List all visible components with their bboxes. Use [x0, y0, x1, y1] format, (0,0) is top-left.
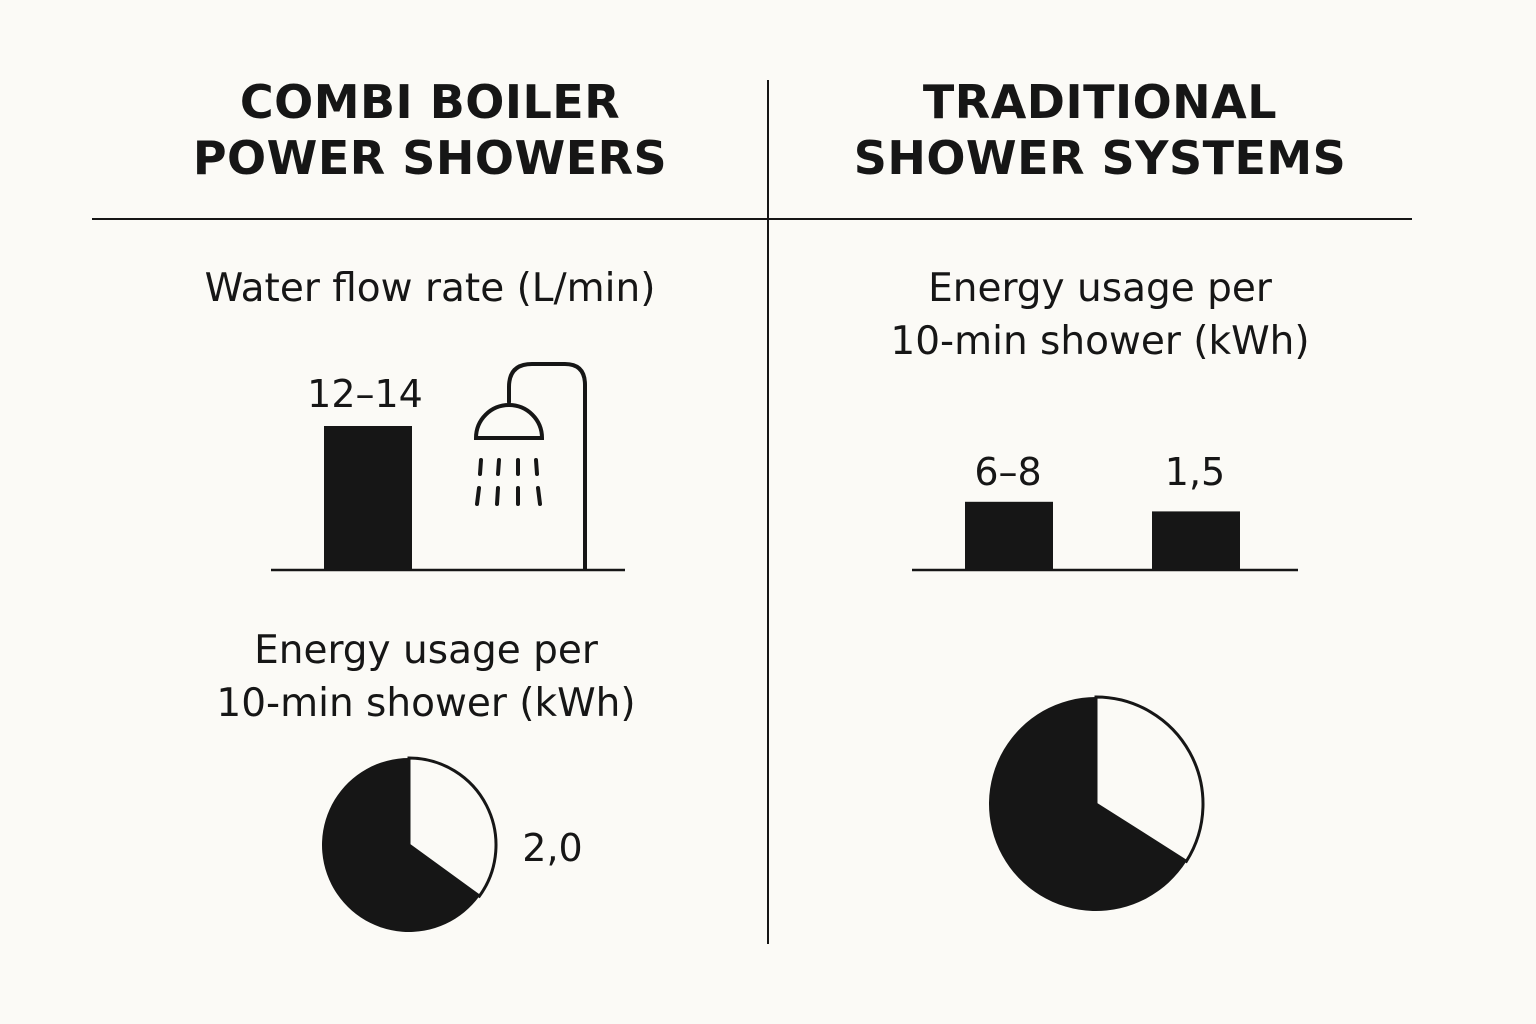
shower-icon	[473, 362, 587, 571]
left-heading: COMBI BOILER POWER SHOWERS	[130, 74, 730, 186]
right-energy-chart	[912, 501, 1298, 572]
flow-rate-chart	[271, 426, 625, 572]
left-energy-label-line1: Energy usage per	[254, 628, 598, 673]
energy-bar-2	[1152, 511, 1240, 569]
left-pie-value-label: 2,0	[522, 826, 583, 870]
right-heading-line2: SHOWER SYSTEMS	[853, 131, 1347, 185]
left-heading-line1: COMBI BOILER	[239, 75, 621, 129]
right-pie-slice-light	[1094, 695, 1205, 864]
left-energy-pie	[322, 756, 498, 932]
energy-bar-1	[965, 501, 1053, 569]
flow-bar-1	[324, 426, 412, 569]
right-bar2-value-label: 1,5	[1164, 450, 1226, 494]
right-heading-line1: TRADITIONAL	[922, 75, 1278, 129]
right-energy-pie	[989, 695, 1205, 911]
right-bar1-value-label: 6–8	[974, 450, 1042, 494]
right-heading: TRADITIONAL SHOWER SYSTEMS	[800, 74, 1400, 186]
right-energy-label-line2: 10-min shower (kWh)	[890, 319, 1310, 364]
right-energy-label-line1: Energy usage per	[928, 266, 1272, 311]
left-pie-slice-light	[407, 756, 498, 899]
left-energy-label: Energy usage per 10-min shower (kWh)	[126, 624, 726, 730]
left-energy-label-line2: 10-min shower (kWh)	[216, 681, 636, 726]
flow-bar-value-label: 12–14	[307, 372, 423, 416]
right-energy-label: Energy usage per 10-min shower (kWh)	[800, 262, 1400, 368]
right-pie-slice-dark	[989, 697, 1187, 911]
left-heading-line2: POWER SHOWERS	[192, 131, 668, 185]
left-pie-slice-dark	[322, 758, 480, 932]
flow-rate-label: Water flow rate (L/min)	[204, 266, 656, 311]
